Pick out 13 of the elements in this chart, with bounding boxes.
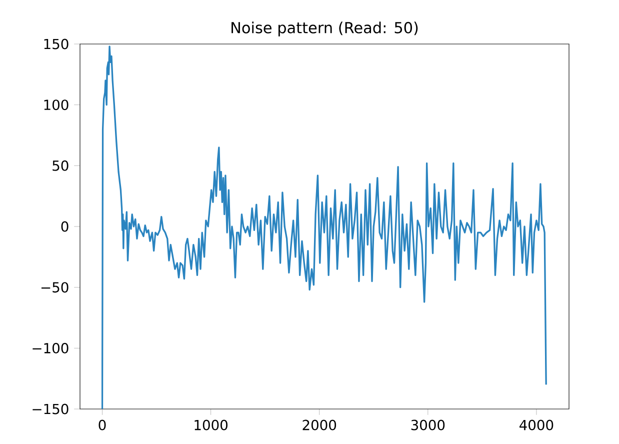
x-tick-label: 3000 — [411, 420, 445, 430]
x-tick-label: 2000 — [302, 420, 336, 430]
y-tick-label: 100 — [44, 100, 68, 110]
y-tick-label: 0 — [61, 221, 68, 232]
y-tick-label: −100 — [32, 342, 68, 354]
x-tick-label: 1000 — [194, 420, 228, 430]
chart-title: Noise pattern (Read: 50) — [232, 22, 418, 36]
y-tick-label: 150 — [44, 38, 68, 50]
x-tick-label: 4000 — [520, 420, 554, 430]
y-tick-label: 50 — [52, 160, 68, 171]
y-tick-label: −50 — [41, 282, 68, 293]
y-tick-label: −150 — [32, 404, 68, 414]
x-tick-label: 0 — [98, 420, 106, 430]
